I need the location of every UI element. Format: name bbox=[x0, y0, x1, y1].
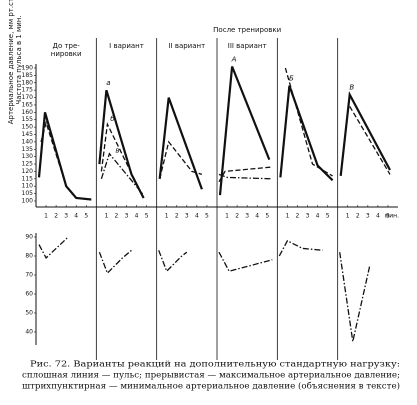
line bbox=[218, 166, 273, 183]
y-tick-label: 175 bbox=[22, 87, 34, 94]
x-tick-label: 1 bbox=[225, 213, 229, 220]
y-tick-label: 130 bbox=[22, 153, 34, 160]
x-tick-label: 3 bbox=[185, 213, 189, 220]
x-tick-label: 2 bbox=[356, 213, 360, 220]
x-tick-label: 1 bbox=[165, 213, 169, 220]
y-tick-label: 185 bbox=[22, 72, 34, 79]
y-axis-label: Артериальное давление, мм рт.ст. bbox=[7, 0, 15, 124]
x-tick-label: 4 bbox=[316, 213, 320, 220]
line bbox=[278, 239, 323, 257]
y2-tick-label: 50 bbox=[25, 310, 33, 317]
panel-title: III вариант bbox=[228, 42, 267, 50]
panel-title: II вариант bbox=[168, 42, 205, 50]
x-tick-label: 4 bbox=[195, 213, 199, 220]
y-tick-label: 155 bbox=[22, 116, 34, 123]
y2-tick-label: 40 bbox=[25, 329, 33, 336]
annotation: В bbox=[349, 84, 354, 92]
y-tick-label: 125 bbox=[22, 161, 34, 168]
x-tick-label: 1 bbox=[285, 213, 289, 220]
x-tick-label: 5 bbox=[265, 213, 269, 220]
x-tick-label: 5 bbox=[84, 213, 88, 220]
annotation: А bbox=[231, 56, 237, 64]
y-tick-label: 165 bbox=[22, 101, 34, 108]
caption: штрихпунктирная — минимальное артериальн… bbox=[22, 381, 400, 392]
x-tick-label: 4 bbox=[135, 213, 139, 220]
y2-tick-label: 90 bbox=[25, 234, 33, 241]
header: После тренировки bbox=[213, 26, 281, 34]
line bbox=[279, 85, 334, 182]
x-tick-label: 5 bbox=[386, 213, 390, 220]
line bbox=[218, 66, 271, 196]
y-axis-label: Частота пульса в 1 мин. bbox=[15, 15, 23, 104]
x-tick-label: 3 bbox=[64, 213, 68, 220]
y-tick-label: 180 bbox=[22, 79, 34, 86]
annotation: а bbox=[106, 79, 110, 87]
y-tick-label: 145 bbox=[22, 131, 34, 138]
annotation: б bbox=[110, 115, 115, 123]
line bbox=[159, 140, 203, 179]
x-tick-label: 2 bbox=[235, 213, 239, 220]
x-tick-label: 2 bbox=[175, 213, 179, 220]
line bbox=[339, 90, 391, 177]
x-tick-label: 3 bbox=[306, 213, 310, 220]
y-tick-label: 105 bbox=[22, 190, 34, 197]
line bbox=[38, 236, 69, 259]
line bbox=[98, 89, 145, 199]
x-tick-label: 2 bbox=[54, 213, 58, 220]
line bbox=[218, 251, 273, 272]
y-tick-label: 140 bbox=[22, 138, 34, 145]
x-tick-label: 5 bbox=[326, 213, 330, 220]
x-axis-label: мин. bbox=[385, 213, 399, 220]
caption: Рис. 72. Варианты реакций на дополнитель… bbox=[30, 360, 400, 370]
x-tick-label: 1 bbox=[44, 213, 48, 220]
line bbox=[100, 121, 145, 199]
y-tick-label: 135 bbox=[22, 146, 34, 153]
line bbox=[40, 120, 77, 199]
x-tick-label: 3 bbox=[366, 213, 370, 220]
x-tick-label: 2 bbox=[115, 213, 119, 220]
line bbox=[158, 250, 188, 273]
x-tick-label: 1 bbox=[104, 213, 108, 220]
panel-title: До тре- bbox=[52, 42, 80, 50]
y-tick-label: 150 bbox=[22, 124, 34, 131]
y2-tick-label: 60 bbox=[25, 291, 33, 298]
y-tick-label: 120 bbox=[22, 168, 34, 175]
line bbox=[349, 106, 391, 175]
y-tick-label: 115 bbox=[22, 175, 34, 182]
x-tick-label: 2 bbox=[296, 213, 300, 220]
panel-title: нировки bbox=[51, 50, 82, 58]
line bbox=[284, 67, 333, 177]
x-tick-label: 5 bbox=[145, 213, 149, 220]
annotation: Б bbox=[289, 75, 294, 83]
x-tick-label: 3 bbox=[245, 213, 249, 220]
y-tick-label: 170 bbox=[22, 94, 34, 101]
y2-tick-label: 70 bbox=[25, 272, 33, 279]
x-tick-label: 1 bbox=[346, 213, 350, 220]
line bbox=[218, 173, 273, 180]
line bbox=[98, 249, 132, 275]
y-tick-label: 190 bbox=[22, 65, 34, 72]
caption: сплошная линия — пульс; прерывистая — ма… bbox=[22, 371, 400, 381]
y-tick-label: 160 bbox=[22, 109, 34, 116]
y-tick-label: 100 bbox=[22, 198, 34, 205]
y-tick-label: 110 bbox=[22, 183, 34, 190]
panel-title: I вариант bbox=[109, 42, 144, 50]
x-tick-label: 3 bbox=[125, 213, 129, 220]
x-tick-label: 5 bbox=[205, 213, 209, 220]
x-tick-label: 4 bbox=[255, 213, 259, 220]
line bbox=[100, 152, 145, 196]
y2-tick-label: 80 bbox=[25, 253, 33, 260]
annotation: в bbox=[115, 147, 119, 155]
line bbox=[339, 252, 371, 342]
x-tick-label: 4 bbox=[376, 213, 380, 220]
line bbox=[158, 97, 203, 190]
x-tick-label: 4 bbox=[74, 213, 78, 220]
